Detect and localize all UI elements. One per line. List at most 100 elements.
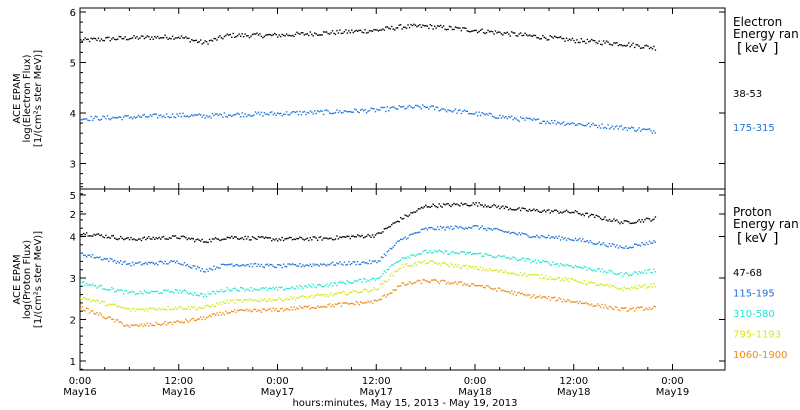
data-point bbox=[515, 294, 517, 296]
data-point bbox=[376, 261, 378, 264]
data-point bbox=[342, 302, 344, 304]
data-point bbox=[248, 290, 251, 292]
data-point bbox=[457, 227, 460, 229]
data-point bbox=[97, 233, 100, 235]
data-point bbox=[596, 215, 599, 217]
data-point bbox=[356, 30, 359, 32]
data-point bbox=[571, 266, 574, 269]
data-point bbox=[321, 239, 323, 241]
data-point bbox=[491, 288, 494, 290]
data-point bbox=[506, 117, 508, 120]
data-point bbox=[555, 278, 557, 280]
data-point bbox=[484, 287, 486, 289]
data-point bbox=[334, 303, 337, 305]
data-point bbox=[497, 271, 500, 273]
data-point bbox=[359, 301, 362, 303]
data-point bbox=[121, 263, 123, 266]
data-point bbox=[407, 283, 409, 285]
data-point bbox=[631, 222, 633, 225]
data-point bbox=[328, 294, 331, 296]
data-point bbox=[158, 260, 160, 263]
data-point bbox=[315, 286, 317, 289]
data-point bbox=[611, 44, 614, 46]
data-point bbox=[251, 236, 254, 238]
data-point bbox=[145, 36, 147, 39]
data-point bbox=[85, 307, 88, 309]
data-point bbox=[288, 298, 291, 301]
data-point bbox=[537, 296, 540, 298]
data-point bbox=[330, 237, 332, 239]
data-point bbox=[374, 279, 377, 281]
data-point bbox=[305, 238, 307, 240]
data-point bbox=[149, 238, 152, 240]
data-point bbox=[568, 123, 571, 126]
data-point bbox=[285, 297, 288, 300]
data-point bbox=[253, 288, 255, 290]
data-point bbox=[354, 30, 356, 33]
data-point bbox=[562, 211, 565, 213]
data-point bbox=[198, 295, 200, 297]
data-point bbox=[210, 305, 212, 308]
data-point bbox=[465, 27, 467, 30]
data-point bbox=[111, 304, 113, 306]
data-point bbox=[484, 253, 486, 255]
data-point bbox=[297, 237, 300, 240]
data-point bbox=[259, 265, 261, 267]
data-point bbox=[285, 111, 288, 113]
data-point bbox=[291, 286, 294, 288]
data-point bbox=[373, 277, 375, 280]
data-point bbox=[632, 272, 634, 275]
data-point bbox=[576, 211, 578, 213]
data-point bbox=[317, 109, 319, 112]
data-point bbox=[374, 29, 377, 31]
data-point bbox=[122, 261, 125, 264]
y-axis-label-proton: [1/(cm²s ster MeV)] bbox=[33, 231, 44, 328]
data-point bbox=[210, 315, 212, 318]
data-point bbox=[585, 301, 587, 304]
data-point bbox=[595, 270, 597, 272]
data-point bbox=[271, 264, 273, 266]
data-point bbox=[625, 245, 627, 247]
data-point bbox=[108, 260, 110, 262]
data-point bbox=[485, 113, 488, 115]
data-point bbox=[592, 305, 594, 308]
data-point bbox=[629, 127, 631, 130]
data-point bbox=[383, 253, 386, 255]
data-point bbox=[564, 237, 566, 239]
data-point bbox=[180, 292, 183, 294]
data-point bbox=[628, 287, 630, 290]
data-point bbox=[300, 237, 303, 239]
data-point bbox=[278, 113, 280, 115]
data-point bbox=[631, 286, 633, 288]
data-point bbox=[232, 310, 234, 313]
data-point bbox=[570, 39, 572, 41]
data-point bbox=[282, 239, 285, 242]
data-point bbox=[81, 234, 83, 236]
data-point bbox=[370, 278, 372, 281]
data-point bbox=[202, 307, 205, 309]
data-point bbox=[411, 233, 414, 235]
data-point bbox=[402, 257, 405, 260]
data-point bbox=[97, 314, 100, 317]
data-point bbox=[588, 267, 590, 269]
data-point bbox=[322, 263, 325, 265]
data-point bbox=[537, 236, 540, 238]
data-point bbox=[171, 291, 174, 293]
data-point bbox=[533, 34, 535, 37]
data-point bbox=[174, 235, 177, 237]
data-point bbox=[226, 33, 229, 35]
data-point bbox=[571, 211, 574, 213]
data-point bbox=[164, 289, 166, 291]
data-point bbox=[485, 285, 488, 287]
data-point bbox=[251, 299, 254, 301]
data-point bbox=[216, 302, 218, 304]
data-point bbox=[622, 222, 624, 225]
data-point bbox=[562, 238, 565, 240]
data-point bbox=[154, 324, 156, 327]
data-point bbox=[115, 319, 117, 321]
data-point bbox=[331, 112, 334, 115]
data-point bbox=[445, 29, 448, 31]
data-point bbox=[257, 309, 260, 311]
plot-frame-electron bbox=[79, 7, 726, 190]
data-point bbox=[87, 38, 89, 41]
